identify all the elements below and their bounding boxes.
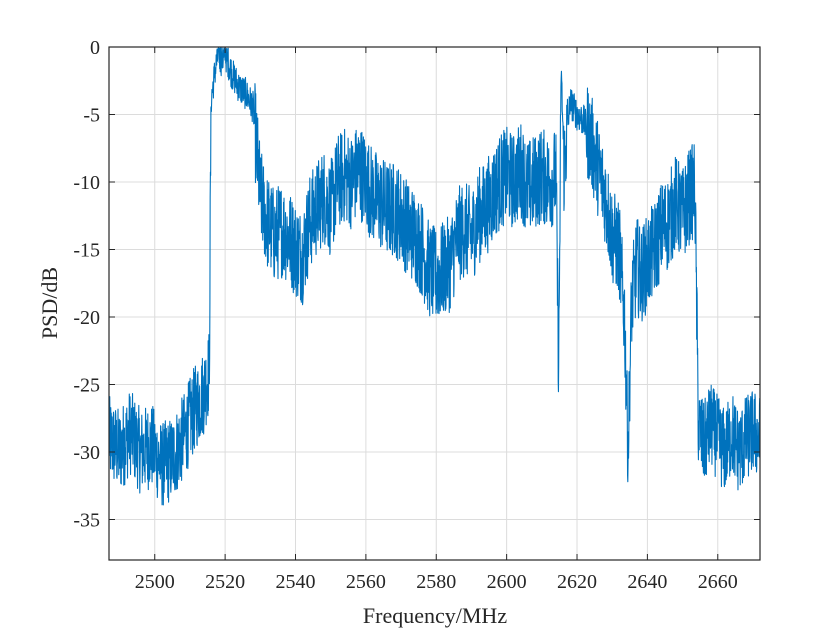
y-tick-label: -25: [73, 375, 100, 397]
y-axis-label: PSD/dB: [37, 267, 62, 339]
y-tick-label: -5: [83, 105, 100, 127]
x-tick-label: 2520: [205, 571, 245, 593]
y-tick-label: -20: [73, 307, 100, 329]
x-tick-label: 2660: [698, 571, 738, 593]
x-tick-label: 2560: [346, 571, 386, 593]
x-axis-label: Frequency/MHz: [363, 603, 507, 628]
axes: [108, 46, 761, 561]
x-tick-label: 2620: [557, 571, 597, 593]
x-tick-label: 2640: [627, 571, 667, 593]
y-tick-label: 0: [90, 37, 100, 59]
y-tick-label: -35: [73, 510, 100, 532]
grid-lines: [109, 46, 760, 560]
y-tick-label: -15: [73, 240, 100, 262]
y-tick-label: -10: [73, 172, 100, 194]
x-tick-label: 2580: [416, 571, 456, 593]
x-tick-label: 2500: [135, 571, 175, 593]
y-tick-label: -30: [73, 442, 100, 464]
x-tick-label: 2600: [487, 571, 527, 593]
x-tick-label: 2540: [276, 571, 316, 593]
series-line: [109, 47, 760, 506]
tick-labels: 2500 2520 2540 2560 2580 2600 2620 2640 2660 0 -5 -…: [73, 37, 737, 593]
plot-area: [109, 47, 760, 506]
axes-frame: [108, 46, 761, 561]
